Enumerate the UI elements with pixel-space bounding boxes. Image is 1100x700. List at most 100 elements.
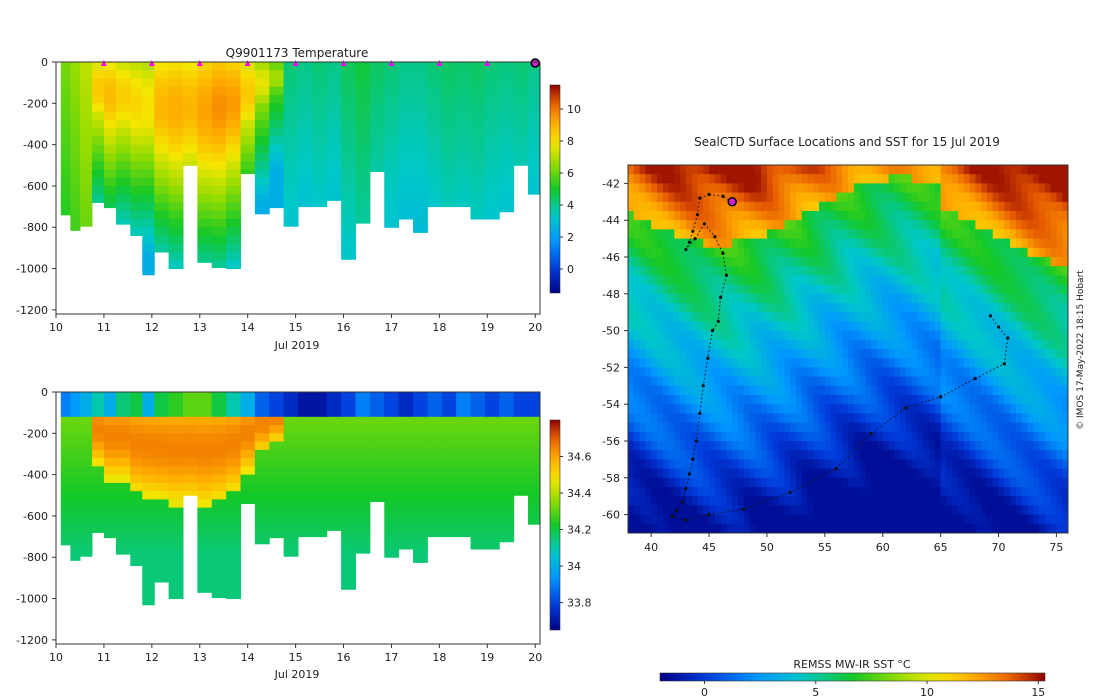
temperature-cell <box>513 144 529 154</box>
sst-cell <box>1039 192 1046 203</box>
salinity-cell <box>413 466 428 476</box>
sst-cell <box>958 220 965 230</box>
track-point <box>684 487 688 491</box>
sst-cell <box>929 174 936 184</box>
salinity-cell <box>269 425 285 434</box>
temperature-cell <box>168 78 184 88</box>
temperature-cell <box>398 111 414 121</box>
salinity-cell <box>384 441 400 451</box>
temperature-cell <box>427 62 443 71</box>
sst-cell <box>720 165 727 175</box>
sst-cell <box>981 293 988 304</box>
sst-cell <box>720 321 727 332</box>
sst-cell <box>645 422 652 433</box>
sst-cell <box>859 165 866 175</box>
salinity-cell <box>115 466 131 476</box>
sst-cell <box>749 459 756 470</box>
sst-cell <box>1033 247 1040 258</box>
sst-cell <box>1062 367 1068 378</box>
temperature-cell <box>398 202 414 212</box>
sst-cell <box>1062 459 1068 470</box>
temperature-cell <box>398 210 414 220</box>
sst-cell <box>720 496 727 506</box>
sst-cell <box>929 514 936 525</box>
sst-cell <box>917 422 924 433</box>
sst-cell <box>1004 487 1011 497</box>
salinity-cell <box>513 400 529 410</box>
sst-cell <box>778 505 785 516</box>
sst-cell <box>709 441 716 451</box>
salinity-cell <box>413 557 428 563</box>
salinity-cell <box>413 441 428 451</box>
sst-cell <box>853 450 861 460</box>
sst-cell <box>998 192 1005 203</box>
sst-cell <box>685 376 693 387</box>
sst-cell <box>651 487 658 497</box>
sst-cell <box>749 321 756 332</box>
temperature-cell <box>341 177 357 187</box>
sst-cell <box>1010 514 1017 525</box>
temperature-cell <box>326 95 342 104</box>
sst-cell <box>709 266 716 276</box>
temperature-cell <box>470 119 486 129</box>
sst-cell <box>871 192 878 203</box>
sst-cell <box>830 303 837 313</box>
sst-cell <box>934 238 942 249</box>
sst-cell <box>830 165 837 175</box>
salinity-cell <box>369 425 385 434</box>
sst-cell <box>784 404 791 414</box>
sst-cell <box>1044 165 1052 175</box>
sst-cell <box>633 275 641 286</box>
temperature-cell <box>528 119 540 129</box>
sst-cell <box>714 257 722 267</box>
sst-cell <box>911 496 918 506</box>
temperature-cell <box>197 161 213 170</box>
sst-cell <box>628 321 635 332</box>
temperature-cell <box>326 177 342 187</box>
sst-cell <box>888 330 895 341</box>
temperature-cell <box>355 128 371 137</box>
sst-cell <box>1015 183 1023 194</box>
sst-cell <box>911 367 918 378</box>
salinity-cell <box>197 449 213 459</box>
sst-cell <box>836 523 843 533</box>
sst-cell <box>1050 367 1057 378</box>
sst-cell <box>749 238 756 249</box>
sst-cell <box>697 321 704 332</box>
salinity-cell <box>312 425 328 434</box>
sst-cell <box>963 303 971 313</box>
sst-cell <box>813 404 820 414</box>
sst-cell <box>628 431 635 442</box>
sst-cell <box>685 514 693 525</box>
sst-cell <box>633 174 641 184</box>
salinity-cell <box>211 590 227 599</box>
temperature-cell <box>154 177 170 187</box>
sst-cell <box>743 468 751 479</box>
sst-cell <box>946 459 953 470</box>
sst-cell <box>1050 257 1057 267</box>
temperature-cell <box>142 252 155 261</box>
sst-cell <box>923 229 930 240</box>
sst-cell <box>836 505 843 516</box>
sst-cell <box>749 385 756 396</box>
sst-cell <box>1021 211 1028 221</box>
sst-cell <box>894 293 901 304</box>
lat-tick-label: -52 <box>602 361 620 374</box>
sst-cell <box>934 376 942 387</box>
temperature-cell <box>60 128 71 137</box>
salinity-cell <box>211 565 227 575</box>
sst-cell <box>691 293 698 304</box>
sst-cell <box>772 312 780 322</box>
temperature-cell <box>240 78 256 88</box>
sst-cell <box>929 165 936 175</box>
sst-cell <box>836 413 843 424</box>
salinity-cell <box>283 499 299 509</box>
sst-cell <box>894 523 901 533</box>
sst-cell <box>917 450 924 460</box>
sst-cell <box>876 238 884 249</box>
temperature-cell <box>240 95 256 104</box>
salinity-cell <box>269 491 285 500</box>
sst-cell <box>726 395 733 405</box>
sst-cell <box>645 487 652 497</box>
temperature-cell <box>240 86 256 96</box>
